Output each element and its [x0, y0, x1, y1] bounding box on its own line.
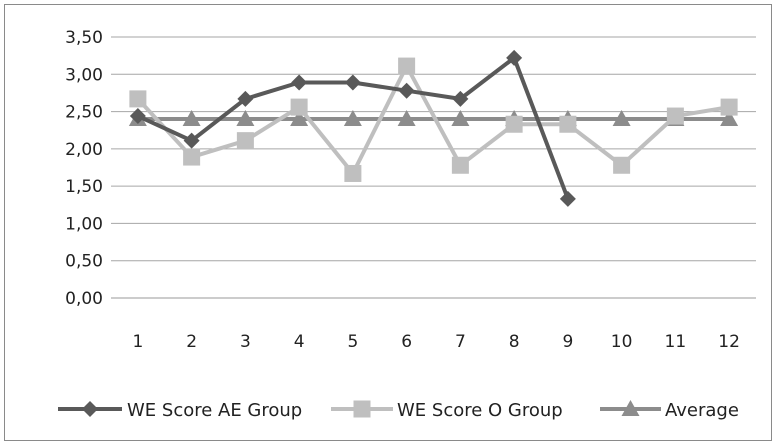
x-tick-label: 10: [611, 332, 633, 352]
x-tick-label: 3: [240, 332, 251, 352]
data-point: [451, 110, 470, 127]
y-tick-label: 1,50: [65, 177, 103, 197]
data-point: [451, 156, 469, 174]
y-tick-label: 3,50: [65, 28, 103, 48]
data-point: [129, 90, 147, 108]
data-point: [559, 115, 577, 133]
data-point: [290, 98, 308, 116]
legend: WE Score AE Group WE Score O Group Average: [58, 400, 739, 421]
series-we-score-o-group: [129, 57, 738, 182]
data-point: [236, 132, 254, 150]
y-tick-label: 2,00: [65, 140, 103, 160]
data-point: [398, 82, 415, 99]
legend-label: WE Score O Group: [397, 400, 563, 421]
data-point: [344, 74, 361, 91]
data-point: [613, 156, 631, 174]
data-point: [183, 148, 201, 166]
x-tick-label: 7: [455, 332, 466, 352]
legend-label: WE Score AE Group: [127, 400, 302, 421]
series-layer: [128, 49, 739, 207]
chart-frame: [4, 4, 772, 441]
series-we-score-ae-group: [129, 49, 576, 207]
y-tick-label: 2,50: [65, 103, 103, 123]
data-point: [343, 110, 362, 127]
legend-marker: [353, 400, 371, 418]
y-tick-label: 0,50: [65, 252, 103, 272]
data-point: [505, 115, 523, 133]
legend-marker: [82, 401, 98, 417]
data-point: [720, 98, 738, 116]
x-tick-label: 5: [347, 332, 358, 352]
data-point: [182, 110, 201, 127]
x-tick-label: 2: [186, 332, 197, 352]
data-point: [129, 108, 146, 125]
data-point: [612, 110, 631, 127]
data-point: [452, 90, 469, 107]
data-point: [344, 164, 362, 182]
legend-item: Average: [600, 400, 739, 421]
x-tick-label: 9: [562, 332, 573, 352]
legend-label: Average: [665, 400, 739, 421]
data-point: [397, 110, 416, 127]
series-line: [136, 64, 730, 176]
data-point: [666, 107, 684, 125]
legend-marker: [621, 400, 640, 417]
y-tick-label: 1,00: [65, 214, 103, 234]
x-tick-label: 11: [665, 332, 687, 352]
x-tick-label: 12: [718, 332, 740, 352]
y-axis-ticks: 0,00 0,50 1,00 1,50 2,00 2,50 3,00 3,50: [65, 28, 103, 309]
y-tick-label: 0,00: [65, 289, 103, 309]
legend-item: WE Score O Group: [331, 400, 563, 421]
data-point: [559, 190, 576, 207]
data-point: [183, 132, 200, 149]
x-tick-label: 8: [509, 332, 520, 352]
x-tick-label: 1: [132, 332, 143, 352]
y-tick-label: 3,00: [65, 65, 103, 85]
data-point: [290, 110, 309, 127]
x-axis-ticks: 1 2 3 4 5 6 7 8 9 10 11 12: [132, 332, 739, 352]
data-point: [291, 74, 308, 91]
data-point: [236, 110, 255, 127]
data-point: [506, 49, 523, 66]
legend-item: WE Score AE Group: [58, 400, 302, 421]
data-point: [398, 57, 416, 75]
x-tick-label: 6: [401, 332, 412, 352]
x-tick-label: 4: [294, 332, 305, 352]
data-point: [720, 110, 739, 127]
data-point: [237, 90, 254, 107]
